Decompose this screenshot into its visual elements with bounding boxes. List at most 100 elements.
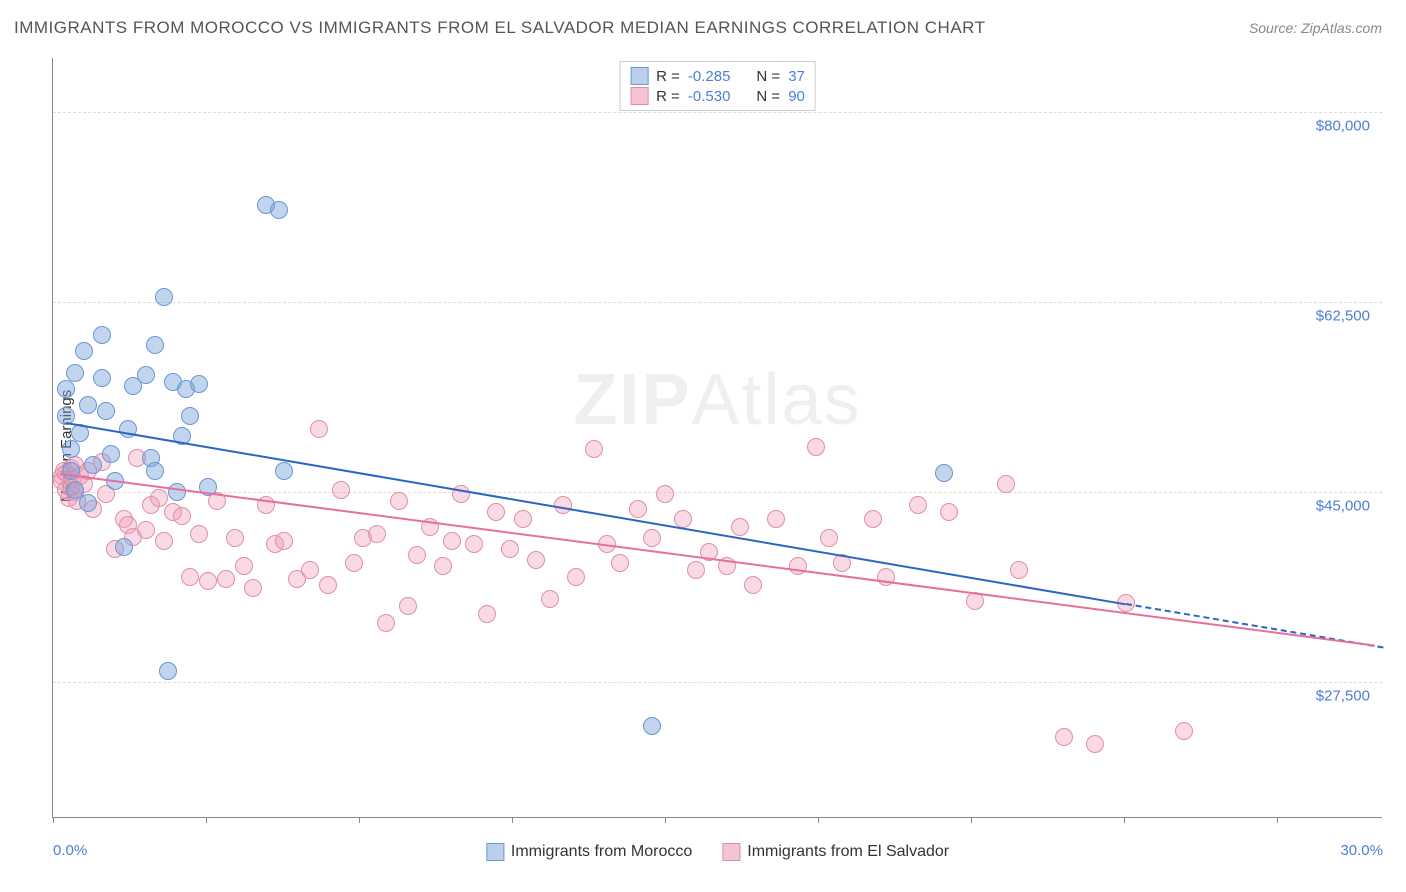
- scatter-point: [190, 525, 208, 543]
- scatter-point: [864, 510, 882, 528]
- scatter-point: [514, 510, 532, 528]
- scatter-point: [150, 489, 168, 507]
- scatter-point: [390, 492, 408, 510]
- stats-legend-row: R =-0.285N =37: [630, 66, 805, 86]
- scatter-point: [408, 546, 426, 564]
- y-tick-label: $80,000: [1316, 118, 1370, 135]
- legend-label: Immigrants from El Salvador: [747, 843, 949, 861]
- scatter-point: [190, 375, 208, 393]
- watermark: ZIPAtlas: [573, 359, 861, 441]
- legend-swatch: [630, 87, 648, 105]
- scatter-point: [79, 494, 97, 512]
- scatter-point: [93, 369, 111, 387]
- gridline: [53, 302, 1382, 303]
- scatter-point: [217, 570, 235, 588]
- scatter-point: [687, 561, 705, 579]
- x-tick-label: 0.0%: [53, 842, 87, 859]
- scatter-point: [57, 380, 75, 398]
- scatter-point: [137, 366, 155, 384]
- scatter-point: [656, 485, 674, 503]
- scatter-point: [66, 364, 84, 382]
- scatter-point: [155, 288, 173, 306]
- scatter-point: [585, 440, 603, 458]
- scatter-point: [997, 475, 1015, 493]
- scatter-point: [1010, 561, 1028, 579]
- n-value: 90: [788, 88, 805, 105]
- x-tick: [665, 817, 666, 823]
- legend-item: Immigrants from Morocco: [486, 843, 692, 861]
- scatter-point: [332, 481, 350, 499]
- scatter-point: [84, 456, 102, 474]
- x-tick: [359, 817, 360, 823]
- source-attribution: Source: ZipAtlas.com: [1249, 20, 1382, 36]
- legend-label: Immigrants from Morocco: [511, 843, 692, 861]
- scatter-point: [345, 554, 363, 572]
- scatter-point: [744, 576, 762, 594]
- scatter-point: [1086, 735, 1104, 753]
- gridline: [53, 112, 1382, 113]
- scatter-point: [527, 551, 545, 569]
- scatter-point: [275, 532, 293, 550]
- scatter-point: [399, 597, 417, 615]
- gridline: [53, 492, 1382, 493]
- scatter-point: [643, 529, 661, 547]
- scatter-point: [820, 529, 838, 547]
- legend-swatch: [486, 843, 504, 861]
- r-label: R =: [656, 88, 680, 105]
- n-label: N =: [756, 68, 780, 85]
- stats-legend: R =-0.285N =37R =-0.530N =90: [619, 61, 816, 111]
- y-tick-label: $27,500: [1316, 688, 1370, 705]
- y-tick-label: $62,500: [1316, 308, 1370, 325]
- scatter-point: [75, 342, 93, 360]
- n-label: N =: [756, 88, 780, 105]
- scatter-point: [244, 579, 262, 597]
- r-value: -0.285: [688, 68, 731, 85]
- scatter-point: [159, 662, 177, 680]
- scatter-point: [807, 438, 825, 456]
- scatter-point: [541, 590, 559, 608]
- scatter-point: [173, 507, 191, 525]
- scatter-point: [226, 529, 244, 547]
- scatter-point: [319, 576, 337, 594]
- scatter-point: [79, 396, 97, 414]
- scatter-point: [643, 717, 661, 735]
- scatter-point: [767, 510, 785, 528]
- chart-title: IMMIGRANTS FROM MOROCCO VS IMMIGRANTS FR…: [14, 18, 986, 38]
- r-value: -0.530: [688, 88, 731, 105]
- scatter-point: [93, 326, 111, 344]
- scatter-point: [567, 568, 585, 586]
- scatter-point: [102, 445, 120, 463]
- scatter-point: [301, 561, 319, 579]
- gridline: [53, 682, 1382, 683]
- scatter-point: [270, 201, 288, 219]
- scatter-point: [368, 525, 386, 543]
- legend-item: Immigrants from El Salvador: [722, 843, 949, 861]
- x-tick: [1124, 817, 1125, 823]
- x-tick: [971, 817, 972, 823]
- scatter-point: [629, 500, 647, 518]
- scatter-point: [181, 568, 199, 586]
- x-tick: [53, 817, 54, 823]
- scatter-point: [275, 462, 293, 480]
- scatter-point: [940, 503, 958, 521]
- scatter-point: [62, 440, 80, 458]
- scatter-point: [434, 557, 452, 575]
- scatter-point: [137, 521, 155, 539]
- scatter-point: [443, 532, 461, 550]
- scatter-point: [501, 540, 519, 558]
- x-tick: [206, 817, 207, 823]
- scatter-point: [478, 605, 496, 623]
- scatter-point: [1175, 722, 1193, 740]
- series-legend: Immigrants from Morocco Immigrants from E…: [486, 843, 949, 861]
- stats-legend-row: R = -0.530 N = 90: [630, 86, 805, 106]
- x-tick: [1277, 817, 1278, 823]
- scatter-point: [181, 407, 199, 425]
- scatter-point: [1055, 728, 1073, 746]
- scatter-point: [115, 538, 133, 556]
- plot-area: ZIPAtlas R =-0.285N =37R =-0.530N =90 Im…: [52, 58, 1382, 818]
- scatter-point: [146, 336, 164, 354]
- y-tick-label: $45,000: [1316, 498, 1370, 515]
- scatter-point: [235, 557, 253, 575]
- legend-swatch: [722, 843, 740, 861]
- scatter-point: [310, 420, 328, 438]
